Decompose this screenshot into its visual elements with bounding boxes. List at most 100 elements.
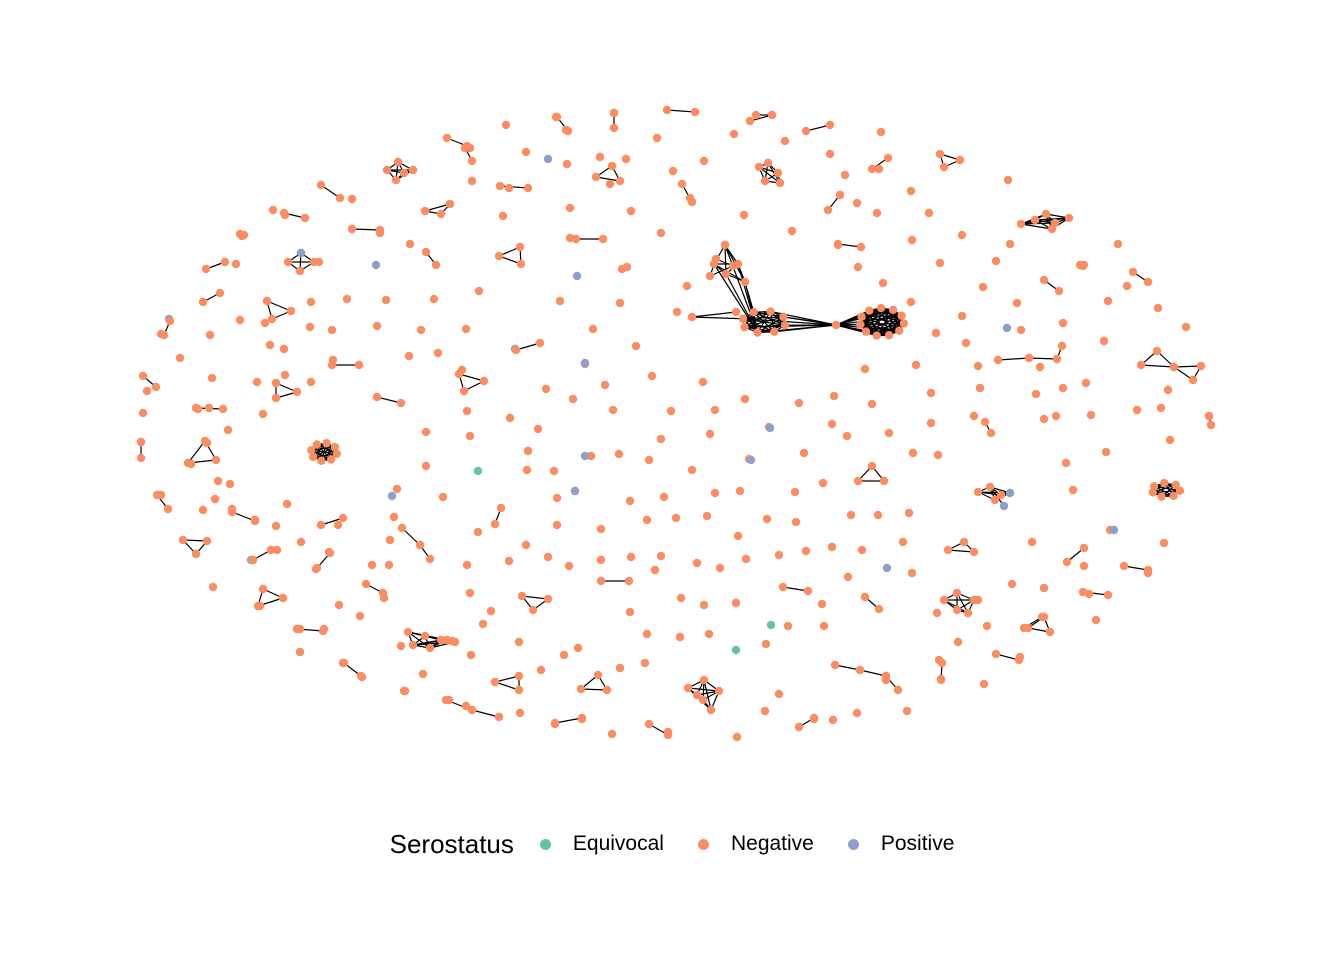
network-node-negative	[211, 455, 221, 465]
network-node-negative	[1031, 389, 1041, 399]
network-node-negative	[1152, 346, 1162, 356]
network-node-negative	[687, 312, 697, 322]
network-node-negative	[213, 476, 223, 486]
network-node-negative	[486, 606, 496, 616]
network-node-negative	[262, 296, 272, 306]
network-node-negative	[490, 519, 500, 529]
network-node-negative	[207, 373, 217, 383]
network-node-negative	[906, 297, 916, 307]
network-node-negative	[1016, 219, 1026, 229]
network-node-negative	[403, 627, 413, 637]
network-node-negative	[698, 377, 708, 387]
network-edge	[1028, 357, 1058, 360]
network-node-positive	[765, 423, 775, 433]
network-node-negative	[514, 671, 524, 681]
network-node-negative	[552, 112, 562, 122]
network-node-negative	[138, 371, 148, 381]
network-node-negative	[605, 179, 615, 189]
network-node-negative	[1181, 322, 1191, 332]
network-node-negative	[819, 621, 829, 631]
network-node-negative	[1099, 336, 1109, 346]
network-node-negative	[754, 162, 764, 172]
network-node-negative	[687, 465, 697, 475]
network-node-negative	[420, 206, 430, 216]
network-node-negative	[354, 360, 364, 370]
network-node-negative	[895, 326, 904, 335]
network-node-negative	[615, 663, 625, 673]
network-node-equivocal	[766, 620, 776, 630]
network-node-negative	[465, 588, 475, 598]
legend-label-negative: Negative	[730, 832, 814, 855]
network-node-negative	[993, 355, 1003, 365]
network-node-negative	[952, 605, 962, 615]
network-node-negative	[421, 247, 431, 257]
network-node-negative	[459, 386, 469, 396]
network-node-negative	[791, 517, 801, 527]
network-node-negative	[911, 360, 921, 370]
network-node-negative	[801, 126, 811, 136]
network-node-negative	[436, 635, 446, 645]
network-node-negative	[317, 456, 326, 466]
network-node-negative	[662, 105, 672, 115]
network-node-negative	[183, 458, 193, 468]
network-node-negative	[801, 546, 811, 556]
network-node-negative	[986, 428, 996, 438]
network-node-negative	[714, 686, 724, 696]
network-node-negative	[460, 143, 470, 153]
network-node-negative	[1023, 623, 1033, 633]
network-node-equivocal	[473, 466, 483, 476]
legend-title: Serostatus	[389, 828, 514, 859]
network-node-negative	[405, 239, 415, 249]
network-edge	[1173, 365, 1202, 368]
network-node-negative	[617, 264, 627, 274]
network-node-negative	[178, 535, 188, 545]
network-node-negative	[198, 505, 208, 515]
network-node-negative	[939, 595, 949, 605]
network-edge	[471, 709, 500, 718]
network-node-negative	[165, 316, 175, 326]
network-node-negative	[625, 607, 635, 617]
network-node-negative	[308, 452, 318, 462]
network-node-negative	[596, 576, 606, 586]
network-node-negative	[829, 391, 839, 401]
network-node-negative	[973, 361, 983, 371]
network-node-negative	[991, 649, 1001, 659]
network-node-negative	[385, 535, 395, 545]
network-node-negative	[1078, 587, 1088, 597]
network-edge	[691, 311, 737, 318]
network-node-negative	[552, 520, 562, 530]
network-node-negative	[878, 278, 888, 288]
network-node-negative	[740, 394, 750, 404]
network-node-negative	[672, 307, 682, 317]
network-edge	[835, 315, 902, 326]
legend-item-positive: Positive	[847, 832, 954, 856]
network-node-negative	[817, 599, 827, 609]
network-node-negative	[1039, 612, 1049, 622]
network-node-negative	[677, 179, 687, 189]
network-node-negative	[396, 641, 406, 651]
network-node-negative	[504, 183, 514, 193]
network-node-negative	[300, 213, 310, 223]
network-node-negative	[779, 312, 788, 322]
network-node-negative	[1132, 405, 1142, 415]
network-node-negative	[969, 595, 979, 605]
network-node-negative	[577, 713, 587, 723]
network-node-negative	[227, 507, 237, 517]
network-node-negative	[990, 495, 1000, 505]
network-edge	[876, 315, 902, 337]
network-node-negative	[392, 484, 402, 494]
network-node-negative	[595, 152, 605, 162]
network-node-negative	[1157, 492, 1166, 501]
network-node-negative	[522, 465, 532, 475]
network-node-negative	[893, 685, 903, 695]
network-node-negative	[741, 554, 751, 564]
network-node-negative	[1188, 375, 1198, 385]
network-node-negative	[1068, 485, 1078, 495]
network-node-negative	[867, 461, 877, 471]
network-node-negative	[466, 650, 476, 660]
network-node-negative	[382, 165, 392, 175]
network-node-negative	[253, 601, 263, 611]
network-node-negative	[235, 315, 245, 325]
network-node-negative	[656, 228, 666, 238]
network-node-negative	[763, 158, 773, 168]
